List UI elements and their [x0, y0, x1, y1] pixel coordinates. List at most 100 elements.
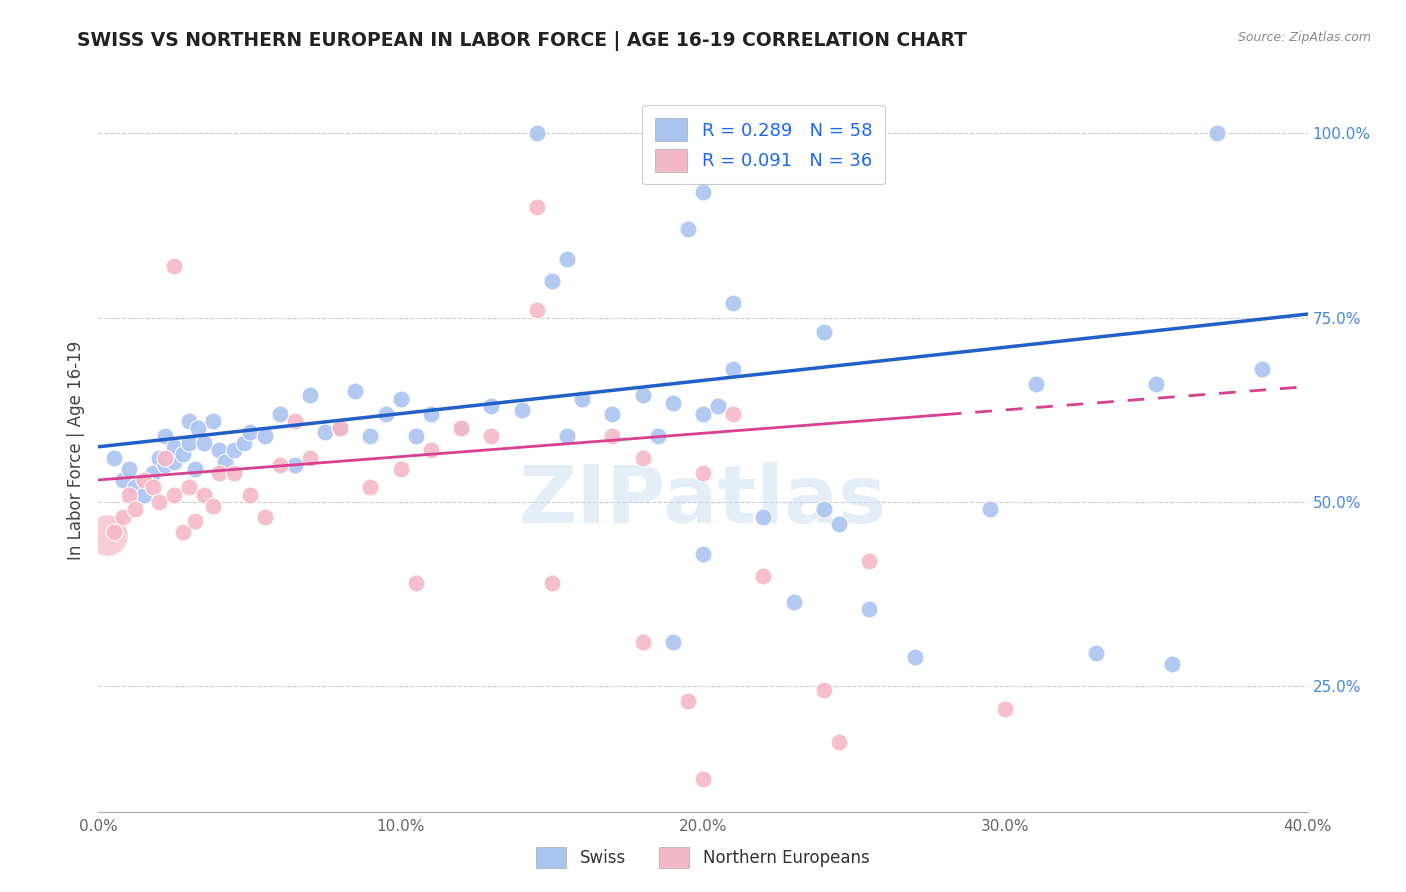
Point [103, 450, 125, 465]
Point [208, 466, 231, 480]
Point [526, 127, 548, 141]
Point [284, 414, 307, 428]
Point [163, 259, 186, 273]
Point [420, 407, 443, 421]
Point [526, 200, 548, 214]
Point [187, 421, 209, 435]
Point [904, 649, 927, 664]
Point [124, 502, 146, 516]
Point [148, 495, 170, 509]
Point [813, 683, 835, 698]
Point [828, 517, 851, 532]
Y-axis label: In Labor Force | Age 16-19: In Labor Force | Age 16-19 [66, 341, 84, 560]
Point [163, 440, 186, 454]
Point [202, 499, 225, 513]
Point [858, 602, 880, 616]
Point [389, 462, 412, 476]
Point [647, 428, 669, 442]
Point [631, 388, 654, 402]
Point [153, 450, 176, 465]
Point [1160, 657, 1182, 672]
Point [118, 462, 141, 476]
Point [284, 458, 307, 473]
Point [481, 399, 503, 413]
Point [153, 428, 176, 442]
Point [1085, 646, 1108, 660]
Point [526, 303, 548, 318]
Point [344, 384, 367, 399]
Point [450, 421, 472, 435]
Point [253, 428, 276, 442]
Point [676, 694, 699, 708]
Point [172, 447, 194, 461]
Point [555, 428, 578, 442]
Point [184, 514, 207, 528]
Point [692, 186, 714, 200]
Point [405, 576, 427, 591]
Point [602, 428, 624, 442]
Point [631, 635, 654, 649]
Point [239, 488, 262, 502]
Point [707, 399, 730, 413]
Point [179, 414, 201, 428]
Point [314, 425, 336, 439]
Point [540, 274, 562, 288]
Legend: Swiss, Northern Europeans: Swiss, Northern Europeans [530, 840, 876, 875]
Point [858, 554, 880, 568]
Point [193, 436, 215, 450]
Point [179, 480, 201, 494]
Point [420, 443, 443, 458]
Point [163, 454, 186, 468]
Point [239, 425, 262, 439]
Point [163, 488, 186, 502]
Point [224, 443, 246, 458]
Point [329, 421, 352, 435]
Point [752, 569, 775, 583]
Point [692, 407, 714, 421]
Point [202, 414, 225, 428]
Point [692, 772, 714, 786]
Point [481, 428, 503, 442]
Point [723, 362, 745, 376]
Point [405, 428, 427, 442]
Point [269, 407, 291, 421]
Point [389, 392, 412, 406]
Point [124, 480, 146, 494]
Point [96, 528, 118, 542]
Point [269, 458, 291, 473]
Point [153, 458, 176, 473]
Point [148, 450, 170, 465]
Point [571, 392, 593, 406]
Text: Source: ZipAtlas.com: Source: ZipAtlas.com [1237, 31, 1371, 45]
Point [692, 547, 714, 561]
Point [783, 594, 806, 608]
Legend: R = 0.289   N = 58, R = 0.091   N = 36: R = 0.289 N = 58, R = 0.091 N = 36 [643, 105, 884, 185]
Point [510, 403, 533, 417]
Point [214, 454, 236, 468]
Point [828, 734, 851, 748]
Point [723, 407, 745, 421]
Point [299, 450, 322, 465]
Point [555, 252, 578, 266]
Point [374, 407, 396, 421]
Point [360, 428, 382, 442]
Point [224, 466, 246, 480]
Point [979, 502, 1001, 516]
Point [1144, 377, 1167, 392]
Text: SWISS VS NORTHERN EUROPEAN IN LABOR FORCE | AGE 16-19 CORRELATION CHART: SWISS VS NORTHERN EUROPEAN IN LABOR FORC… [77, 31, 967, 51]
Point [631, 450, 654, 465]
Point [299, 388, 322, 402]
Point [142, 466, 165, 480]
Point [132, 473, 155, 487]
Point [450, 421, 472, 435]
Point [111, 473, 134, 487]
Point [253, 509, 276, 524]
Point [360, 480, 382, 494]
Point [103, 524, 125, 539]
Point [813, 502, 835, 516]
Point [661, 395, 683, 409]
Point [208, 443, 231, 458]
Point [193, 488, 215, 502]
Point [142, 480, 165, 494]
Point [1024, 377, 1046, 392]
